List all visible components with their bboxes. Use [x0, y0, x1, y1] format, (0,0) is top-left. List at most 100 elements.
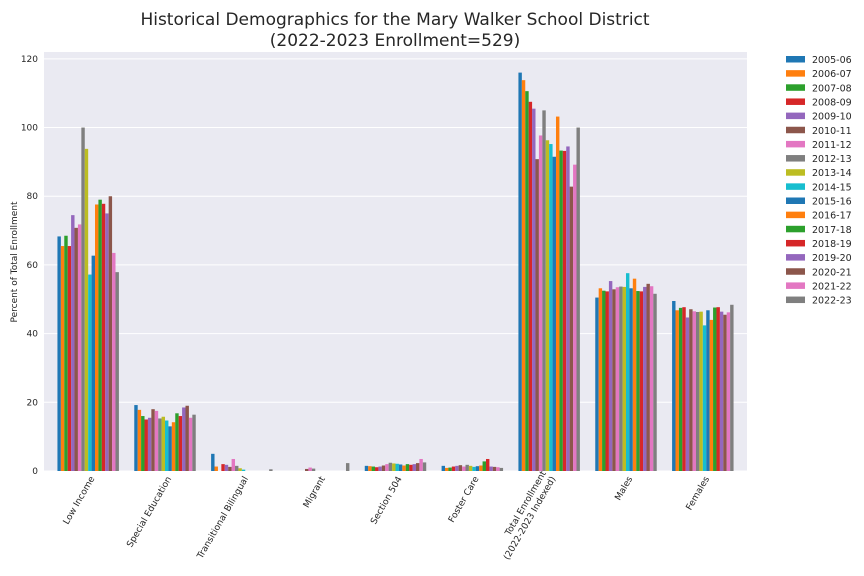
bar — [105, 213, 109, 471]
x-tick-label: Males — [614, 475, 636, 503]
bar — [525, 91, 529, 471]
legend-swatch — [786, 84, 805, 91]
legend-swatch — [786, 197, 805, 204]
bar — [678, 307, 683, 471]
legend: 2005-06 2006-07 2007-08 2008-09 2009-10 2010-… — [786, 55, 852, 307]
bar — [542, 110, 546, 471]
bar — [395, 463, 399, 471]
y-tick-label: 40 — [27, 330, 39, 340]
bar — [311, 468, 316, 471]
bar — [702, 325, 707, 471]
bar — [402, 465, 406, 471]
bar — [192, 414, 196, 471]
bar — [60, 246, 65, 471]
bar — [675, 310, 679, 471]
bar — [108, 196, 113, 471]
bar — [518, 72, 522, 471]
bar — [649, 286, 654, 471]
bar — [91, 255, 96, 471]
bar — [422, 462, 427, 471]
legend-label: 2018-19 — [812, 239, 852, 250]
bar — [412, 464, 416, 471]
y-tick-label: 60 — [27, 261, 39, 271]
y-tick-labels: 0 20 40 60 80 100 120 — [21, 55, 38, 477]
bar — [392, 463, 396, 471]
legend-swatch — [786, 268, 805, 275]
bar — [224, 464, 229, 471]
bar — [238, 468, 242, 471]
bar — [88, 274, 92, 471]
bar — [566, 146, 570, 471]
bar — [552, 156, 556, 471]
legend-swatch — [786, 282, 805, 289]
bar — [692, 311, 696, 471]
legend-label: 2012-13 — [812, 154, 852, 165]
bar — [451, 466, 456, 471]
bar — [165, 420, 169, 471]
bar — [598, 288, 603, 471]
bar — [178, 416, 183, 471]
bar — [154, 410, 159, 471]
legend-label: 2017-18 — [812, 225, 852, 236]
bar — [269, 469, 273, 471]
legend-swatch — [786, 126, 805, 134]
bar — [221, 464, 225, 471]
bar — [211, 453, 215, 471]
y-tick-label: 120 — [21, 55, 38, 65]
bar — [629, 288, 633, 471]
legend-swatch — [786, 70, 805, 77]
x-tick-label-line: Males — [614, 475, 636, 503]
bar — [482, 461, 486, 471]
x-tick-label: Migrant — [302, 475, 328, 510]
bar — [231, 458, 236, 471]
bar — [602, 290, 606, 471]
bar — [485, 458, 490, 471]
bar — [445, 467, 449, 471]
bar — [639, 291, 644, 471]
legend-label: 2016-17 — [812, 211, 852, 222]
bar — [528, 101, 533, 471]
legend-label: 2006-07 — [812, 69, 852, 80]
bar — [672, 300, 676, 471]
bar — [475, 466, 480, 471]
bar — [409, 464, 413, 471]
bar — [685, 317, 690, 471]
x-tick-labels: Low Income Special Education Transitional … — [62, 469, 712, 562]
bar — [455, 465, 459, 471]
legend-swatch — [786, 254, 805, 261]
bar — [468, 465, 473, 471]
bar — [175, 413, 179, 471]
bar — [378, 466, 382, 471]
bar — [545, 140, 550, 471]
chart-subtitle: (2022-2023 Enrollment=529) — [270, 31, 520, 51]
bar — [368, 466, 372, 471]
legend-swatch — [786, 98, 805, 105]
x-tick-label-line: Transitional Bilingual — [195, 475, 251, 562]
y-tick-label: 20 — [27, 398, 39, 408]
bar — [713, 307, 717, 471]
bar — [381, 465, 386, 471]
legend-label: 2019-20 — [812, 253, 852, 264]
bar — [532, 108, 536, 471]
legend-swatch — [786, 296, 805, 304]
bar — [709, 319, 714, 471]
bar — [141, 416, 145, 471]
bar — [188, 417, 193, 471]
legend-label: 2015-16 — [812, 197, 852, 208]
x-tick-label: Foster Care — [447, 475, 482, 525]
bar — [448, 467, 452, 471]
y-tick-label: 80 — [27, 192, 39, 202]
bar — [67, 246, 72, 471]
bar — [479, 465, 483, 471]
bar — [388, 462, 393, 471]
bar — [559, 150, 563, 471]
legend-swatch — [786, 140, 805, 148]
bar — [214, 466, 218, 471]
bar — [646, 283, 650, 471]
bar — [608, 281, 613, 471]
y-tick-label: 100 — [21, 124, 38, 134]
bar — [64, 235, 68, 471]
x-tick-label: Special Education — [125, 475, 174, 549]
x-tick-label: Total Enrollment(2022-2023 Indexed) — [502, 469, 558, 562]
